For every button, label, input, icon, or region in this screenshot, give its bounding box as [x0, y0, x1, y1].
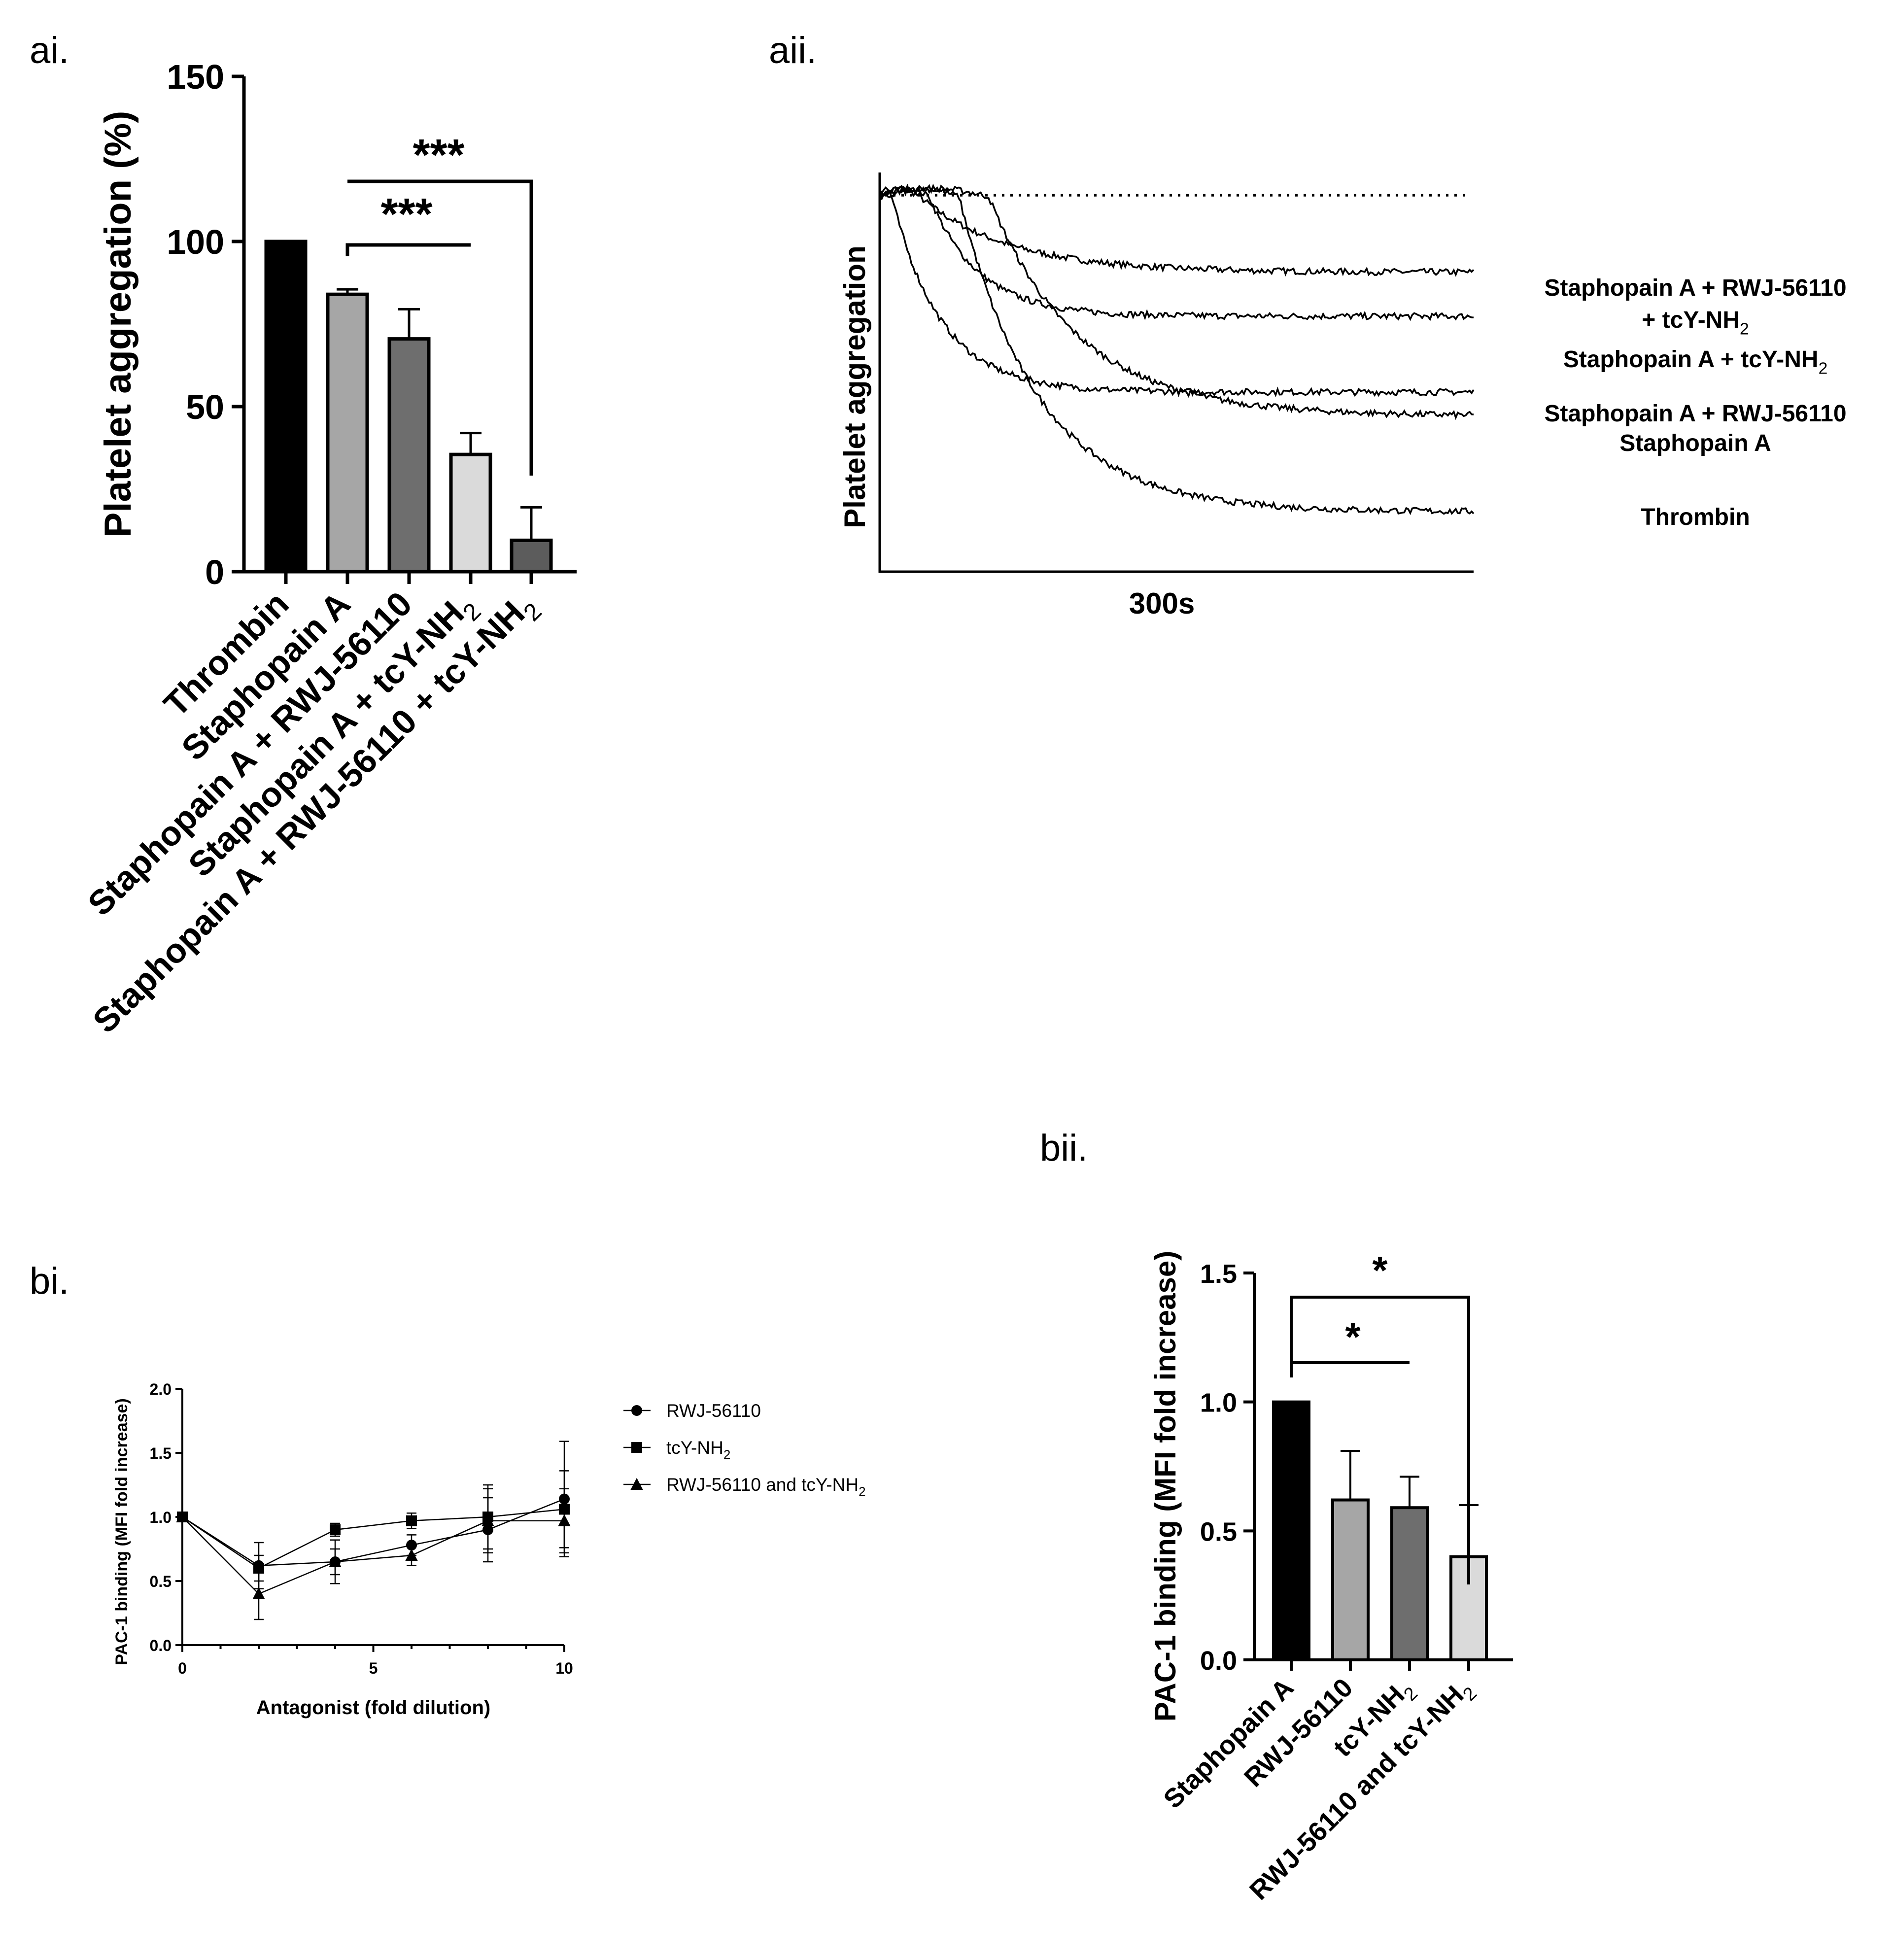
bi-y-tick-label: 2.0 — [150, 1380, 172, 1398]
bii-y-tick-label: 0.5 — [1200, 1517, 1237, 1547]
ai-bar — [449, 452, 492, 574]
bii-significance-bracket — [1290, 1296, 1470, 1584]
chart-aii-aggregation-traces: Platelet aggregation 300s Staphopain A + R… — [838, 172, 1847, 620]
panel-label-bi: bi. — [30, 1260, 69, 1302]
bi-y-axis-label: PAC-1 binding (MFI fold increase) — [112, 1398, 131, 1665]
ai-bar — [264, 240, 308, 574]
bii-y-tick-label: 1.0 — [1200, 1388, 1237, 1418]
bii-bar — [1272, 1400, 1310, 1662]
bii-bar — [1331, 1498, 1370, 1662]
bi-legend-marker — [630, 1478, 643, 1490]
bi-series-line — [182, 1498, 565, 1567]
aii-legend-label: + tcY-NH2 — [1642, 307, 1749, 338]
bi-y-tick-label: 0.5 — [150, 1573, 172, 1590]
bi-legend-label: RWJ-56110 — [666, 1401, 761, 1421]
aii-trace-line — [879, 186, 1475, 398]
ai-x-tick-label: Staphopain A + RWJ-56110 + tcY-NH2 — [85, 584, 547, 1045]
chart-bi-pac1-dilution: 0.0 0.5 1.0 1.5 2.0 0 5 10 Antagonist (fold dilu… — [112, 1380, 865, 1719]
ai-bar — [510, 538, 553, 574]
bi-data-point — [252, 1587, 265, 1599]
bi-y-tick-label: 1.0 — [150, 1509, 172, 1526]
bi-x-tick-label: 10 — [555, 1659, 573, 1677]
bii-significance-label: * — [1372, 1248, 1388, 1292]
ai-y-tick-label: 0 — [205, 553, 224, 591]
bi-data-point — [330, 1524, 341, 1535]
bi-y-tick-label: 1.5 — [150, 1444, 172, 1462]
chart-bii-pac1-bars: 0.0 0.5 1.0 1.5 PAC-1 binding (MFI fold incr… — [1149, 1248, 1513, 1906]
bi-x-tick-label: 5 — [369, 1659, 378, 1677]
ai-bar — [326, 292, 369, 574]
bi-series-line — [182, 1509, 565, 1569]
aii-legend-label: Staphopain A + tcY-NH2 — [1563, 346, 1828, 378]
bii-bar — [1390, 1506, 1429, 1662]
aii-legend-label: Thrombin — [1641, 504, 1750, 530]
bi-series-line — [182, 1516, 564, 1595]
bii-y-tick-label: 0.0 — [1200, 1646, 1237, 1676]
panel-label-bii: bii. — [1040, 1127, 1088, 1169]
aii-x-axis-label: 300s — [1129, 587, 1195, 620]
ai-y-axis-label: Platelet aggregation (%) — [97, 111, 139, 538]
bii-significance-label: * — [1345, 1315, 1361, 1359]
ai-y-tick-label: 50 — [186, 388, 224, 426]
aii-trace-line — [879, 185, 1475, 277]
bii-y-tick-label: 1.5 — [1200, 1259, 1237, 1289]
bi-data-point — [329, 1555, 342, 1567]
panel-label-ai: ai. — [30, 30, 69, 71]
panel-label-aii: aii. — [769, 30, 817, 71]
bi-legend-label: tcY-NH2 — [666, 1438, 730, 1462]
aii-trace-line — [879, 184, 1475, 516]
ai-significance-label: *** — [413, 131, 464, 180]
bi-data-point — [482, 1514, 494, 1526]
bi-legend-marker — [631, 1405, 642, 1416]
bi-data-point — [558, 1514, 571, 1526]
aii-trace-line — [879, 183, 1474, 420]
bi-x-tick-label: 0 — [178, 1659, 187, 1677]
ai-y-tick-label: 150 — [167, 58, 224, 96]
aii-trace-line — [879, 183, 1474, 321]
ai-bar — [387, 337, 431, 574]
bi-data-point — [406, 1515, 417, 1526]
aii-legend-label: Staphopain A + RWJ-56110 — [1544, 275, 1846, 301]
bii-y-axis-label: PAC-1 binding (MFI fold increase) — [1149, 1251, 1182, 1722]
ai-significance-bracket — [347, 179, 533, 476]
bi-legend-label: RWJ-56110 and tcY-NH2 — [666, 1475, 865, 1499]
bi-data-point — [176, 1510, 189, 1522]
aii-legend-label: Staphopain A + RWJ-56110 — [1544, 401, 1846, 427]
bi-legend-marker — [631, 1442, 642, 1453]
aii-y-axis-label: Platelet aggregation — [838, 245, 871, 528]
ai-significance-bracket — [345, 243, 471, 256]
aii-legend-label: Staphopain A — [1619, 430, 1771, 456]
bi-data-point — [405, 1548, 418, 1561]
ai-significance-label: *** — [380, 190, 432, 239]
bi-x-axis-label: Antagonist (fold dilution) — [256, 1697, 490, 1719]
bi-y-tick-label: 0.0 — [150, 1637, 172, 1654]
ai-y-tick-label: 100 — [167, 223, 224, 261]
